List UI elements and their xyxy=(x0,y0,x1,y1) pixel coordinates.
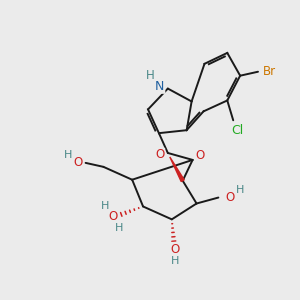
Text: H: H xyxy=(115,223,124,233)
Text: N: N xyxy=(155,80,165,93)
Text: O: O xyxy=(170,243,179,256)
Text: H: H xyxy=(236,184,244,195)
Text: Br: Br xyxy=(263,65,276,78)
Polygon shape xyxy=(170,157,184,182)
Text: H: H xyxy=(171,256,179,266)
Text: O: O xyxy=(109,210,118,223)
Text: H: H xyxy=(146,69,154,82)
Text: H: H xyxy=(64,150,72,160)
Text: O: O xyxy=(155,148,164,161)
Text: Cl: Cl xyxy=(231,124,243,137)
Text: O: O xyxy=(195,149,204,162)
Text: H: H xyxy=(101,202,110,212)
Text: O: O xyxy=(226,191,235,204)
Text: O: O xyxy=(73,156,82,170)
